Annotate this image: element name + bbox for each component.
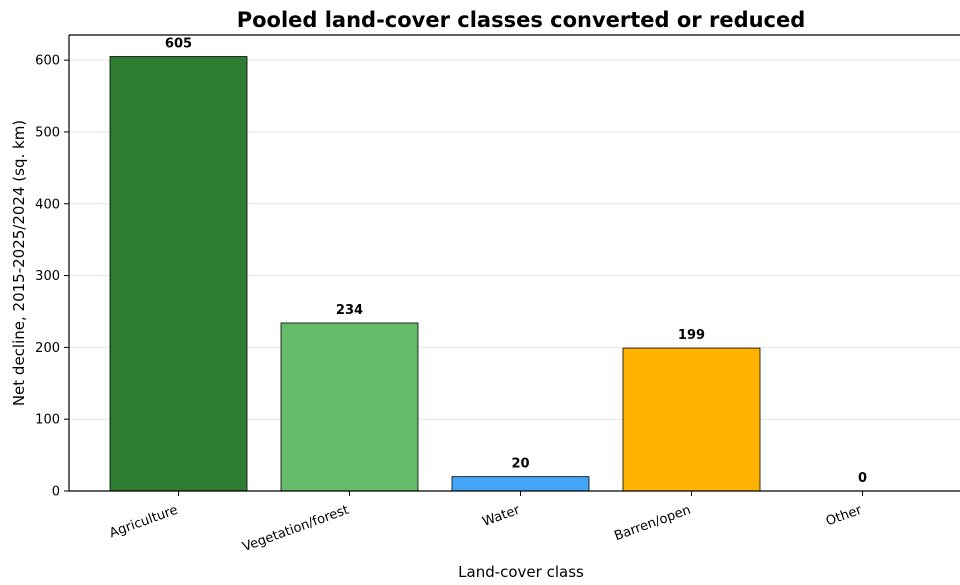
bar-value-label: 234 [336,303,363,318]
bar-barren-open [622,347,761,492]
bar-value-label: 20 [511,457,529,472]
x-tick-label: Agriculture [108,503,180,542]
x-ticks: Agriculture Vegetation/forest Water Barren/… [108,491,864,555]
x-tick-label: Other [824,502,864,529]
axes [68,34,960,492]
chart-title: Pooled land-cover classes converted or r… [237,8,806,32]
y-tick-label: 100 [35,413,60,428]
bar-value-label: 0 [858,471,867,486]
y-tick-label: 400 [35,197,60,212]
y-tick-label: 500 [35,125,60,140]
y-ticks: 0 100 200 300 400 500 600 [35,54,69,500]
y-tick-label: 300 [35,269,60,284]
y-tick-label: 0 [52,485,60,500]
x-axis-label: Land-cover class [458,563,584,580]
x-tick-label: Barren/open [612,503,692,544]
bars [109,56,761,492]
y-axis-label: Net decline, 2015-2025/2024 (sq. km) [10,120,28,406]
bar-value-label: 199 [678,328,705,343]
y-tick-label: 600 [35,54,60,69]
bar-value-label: 605 [165,37,192,52]
bar-water [451,476,590,492]
x-tick-label: Water [481,502,523,529]
bar-agriculture [109,56,248,492]
bar-value-labels: 605 234 20 199 0 [165,37,867,486]
bar-vegetation-forest [280,322,419,492]
y-tick-label: 200 [35,341,60,356]
x-tick-label: Vegetation/forest [241,503,351,555]
